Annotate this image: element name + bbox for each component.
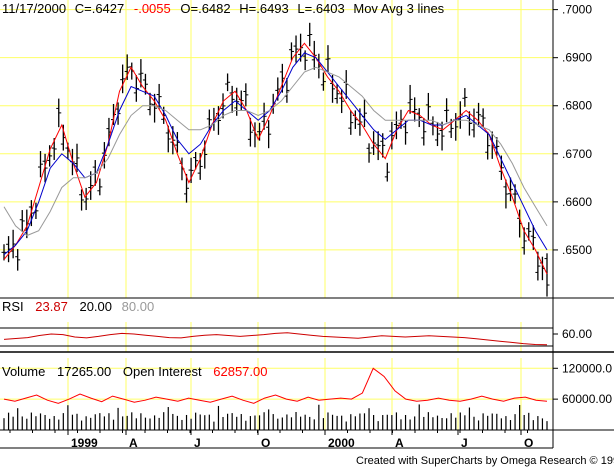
- rsi-header: RSI 23.87 20.00 80.00: [2, 299, 154, 314]
- chart-frame: [0, 0, 614, 449]
- price-bars: [1, 22, 550, 297]
- chart-grid: [0, 0, 553, 430]
- price-tick-label: .6900: [562, 51, 592, 65]
- header-change: -.0055: [134, 1, 171, 16]
- x-tick-label: 2000: [328, 436, 355, 450]
- x-tick-label: O: [524, 436, 533, 450]
- rsi-level-high: 80.00: [122, 299, 155, 314]
- header-date: 11/17/2000: [2, 1, 66, 16]
- x-tick-label: A: [395, 436, 404, 450]
- rsi-tick-label: 60.00: [562, 327, 592, 341]
- header-close: C=.6427: [75, 1, 125, 16]
- x-tick-label: O: [261, 436, 270, 450]
- rsi-level-low: 20.00: [79, 299, 112, 314]
- price-tick-label: .6800: [562, 99, 592, 113]
- header-study: Mov Avg 3 lines: [353, 1, 444, 16]
- rsi-indicator: [0, 327, 553, 347]
- oi-label: Open Interest: [123, 364, 202, 379]
- x-tick-label: A: [129, 436, 138, 450]
- credit-text: Created with SuperCharts by Omega Resear…: [356, 455, 614, 467]
- volume-header: Volume 17265.00 Open Interest 62857.00: [2, 364, 268, 379]
- rsi-value: 23.87: [35, 299, 68, 314]
- ma-fast-line: [3, 42, 548, 275]
- x-tick-label: 1999: [71, 436, 98, 450]
- header-low: L=.6403: [297, 1, 344, 16]
- x-tick-label: J: [461, 436, 468, 450]
- x-tick-label: J: [194, 436, 201, 450]
- volume-label: Volume: [2, 364, 45, 379]
- volume-value: 17265.00: [57, 364, 111, 379]
- price-tick-label: .6500: [562, 243, 592, 257]
- volume-tick-label: 60000.00: [562, 392, 612, 406]
- y-axis-labels: .7000 .6900 .6800 .6700 .6600 .6500 60.00 12000…: [553, 3, 612, 406]
- header-high: H=.6493: [239, 1, 289, 16]
- open-interest-line: [3, 367, 548, 404]
- volume-bars: [3, 367, 548, 430]
- rsi-line: [3, 332, 548, 346]
- moving-average-lines: [3, 42, 548, 275]
- rsi-label: RSI: [2, 299, 24, 314]
- price-header: 11/17/2000 C=.6427 -.0055 O=.6482 H=.649…: [2, 1, 445, 16]
- oi-value: 62857.00: [213, 364, 267, 379]
- price-tick-label: .7000: [562, 3, 592, 17]
- header-open: O=.6482: [180, 1, 230, 16]
- price-tick-label: .6600: [562, 195, 592, 209]
- price-tick-label: .6700: [562, 147, 592, 161]
- volume-tick-label: 120000.0: [562, 361, 612, 375]
- ma-slow-line: [3, 66, 548, 237]
- x-axis-labels: 1999 A J O 2000 A J O: [9, 430, 533, 450]
